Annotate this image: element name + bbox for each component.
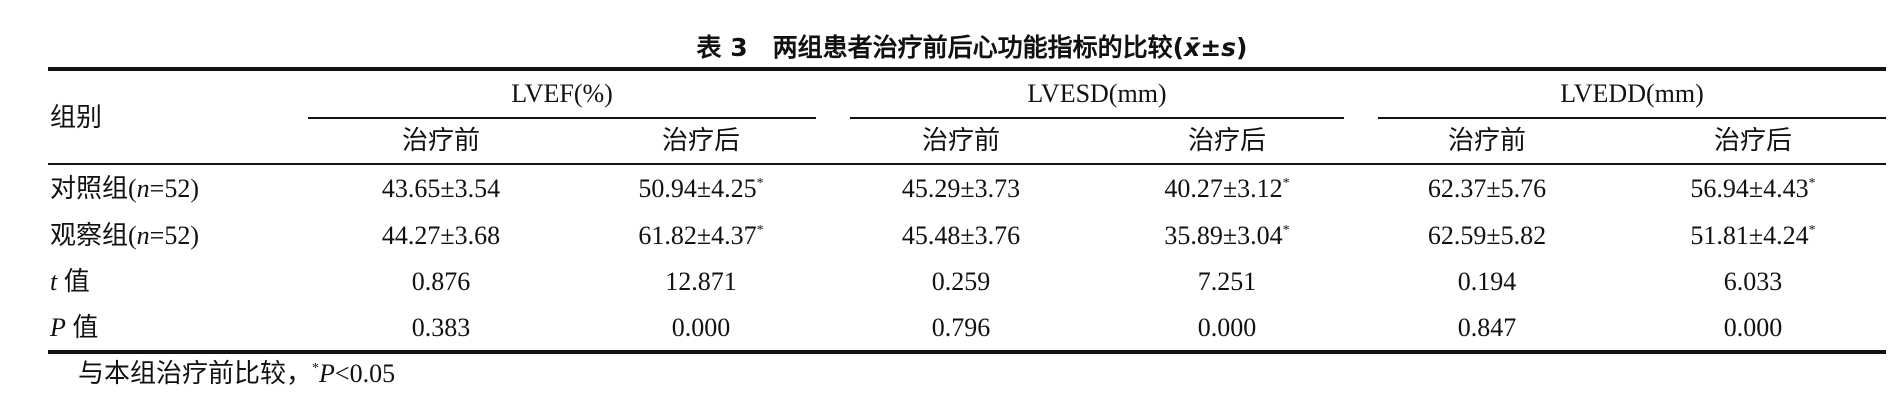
sub-header: 治疗后 — [1187, 126, 1267, 155]
cell-value: 0.000 — [1197, 313, 1257, 342]
cell-value: 0.383 — [411, 313, 471, 342]
cell-note: * — [1282, 176, 1290, 191]
table-cell: 6.033 — [1724, 267, 1783, 297]
cell-value: 51.81±4.24 — [1690, 221, 1809, 250]
text-run: 观察组( — [50, 221, 137, 250]
table-cell: 40.27±3.12* — [1164, 174, 1289, 204]
cell-value: 0.796 — [931, 313, 991, 342]
cell-value: 0.000 — [671, 313, 731, 342]
row-label: t 值 — [50, 267, 90, 297]
header-rule — [48, 163, 1886, 165]
table-cell: 0.194 — [1458, 267, 1517, 297]
cell-note: * — [1808, 223, 1816, 238]
cell-value: 0.847 — [1457, 313, 1517, 342]
table-cell: 62.37±5.76 — [1428, 174, 1546, 204]
text-run: * — [312, 361, 320, 376]
cell-note: * — [1282, 223, 1290, 238]
sub-header: 治疗前 — [1447, 126, 1527, 155]
row-label: 对照组(n=52) — [50, 174, 199, 204]
cell-value: 0.000 — [1723, 313, 1783, 342]
table-cell: 51.81±4.24* — [1690, 221, 1815, 251]
table-cell: 7.251 — [1198, 267, 1257, 297]
text-run: t — [50, 267, 58, 296]
table-cell: 0.259 — [932, 267, 991, 297]
table-cell: 0.876 — [412, 267, 471, 297]
table-cell: 35.89±3.04* — [1164, 221, 1289, 251]
row-label: 观察组(n=52) — [50, 221, 199, 251]
cell-value: 12.871 — [665, 267, 737, 296]
table-cell: 61.82±4.37* — [638, 221, 763, 251]
cell-value: 35.89±3.04 — [1164, 221, 1283, 250]
cell-value: 40.27±3.12 — [1164, 174, 1283, 203]
sub-header: 治疗前 — [401, 126, 481, 155]
top-rule — [48, 67, 1886, 71]
text-run: 与本组治疗前比较， — [78, 359, 313, 388]
cell-value: 62.59±5.82 — [1427, 221, 1547, 250]
cell-note: * — [756, 176, 764, 191]
cell-value: 50.94±4.25 — [638, 174, 757, 203]
text-run: ± — [1200, 33, 1222, 62]
table-cell: 0.383 — [412, 313, 471, 343]
table-cell: 0.796 — [932, 313, 991, 343]
cell-value: 43.65±3.54 — [381, 174, 501, 203]
text-run: P — [50, 313, 66, 342]
group-rule — [850, 117, 1344, 119]
group-header: LVEF(%) — [511, 79, 613, 108]
text-run: P — [319, 359, 335, 388]
table-cell: 62.59±5.82 — [1428, 221, 1546, 251]
cell-value: 56.94±4.43 — [1690, 174, 1809, 203]
group-rule — [1378, 117, 1886, 119]
cell-value: 0.259 — [931, 267, 991, 296]
text-run: =52) — [149, 221, 199, 250]
cell-value: 0.876 — [411, 267, 471, 296]
cell-note: * — [756, 223, 764, 238]
cell-value: 6.033 — [1723, 267, 1783, 296]
text-run: ) — [1236, 33, 1248, 62]
stub-header: 组别 — [50, 103, 103, 132]
table-cell: 0.000 — [1724, 313, 1783, 343]
text-run: n — [136, 174, 150, 203]
table-cell: 45.48±3.76 — [902, 221, 1020, 251]
cell-value: 61.82±4.37 — [638, 221, 757, 250]
bottom-rule — [48, 350, 1886, 354]
cell-value: 45.29±3.73 — [901, 174, 1021, 203]
table-cell: 0.847 — [1458, 313, 1517, 343]
text-run: x̄ — [1184, 33, 1201, 62]
table-cell: 56.94±4.43* — [1690, 174, 1815, 204]
cell-value: 45.48±3.76 — [901, 221, 1021, 250]
cell-value: 44.27±3.68 — [381, 221, 501, 250]
sub-header: 治疗前 — [921, 126, 1001, 155]
cell-note: * — [1808, 176, 1816, 191]
table-cell: 0.000 — [1198, 313, 1257, 343]
table-title: 表 3 两组患者治疗前后心功能指标的比较(x̄±s) — [697, 33, 1248, 63]
table-cell: 43.65±3.54 — [382, 174, 500, 204]
text-run: 值 — [65, 313, 99, 342]
footnote: 与本组治疗前比较，*P<0.05 — [78, 359, 395, 389]
sub-header: 治疗后 — [661, 126, 741, 155]
cell-value: 62.37±5.76 — [1427, 174, 1547, 203]
cell-value: 0.194 — [1457, 267, 1517, 296]
table-cell: 12.871 — [665, 267, 737, 297]
text-run: 值 — [57, 267, 90, 296]
table-cell: 0.000 — [672, 313, 731, 343]
table-cell: 44.27±3.68 — [382, 221, 500, 251]
text-run: <0.05 — [334, 359, 396, 388]
table-cell: 45.29±3.73 — [902, 174, 1020, 204]
row-label: P 值 — [50, 313, 98, 343]
group-header: LVEDD(mm) — [1560, 79, 1704, 108]
sub-header: 治疗后 — [1713, 126, 1793, 155]
group-rule — [308, 117, 816, 119]
text-run: =52) — [149, 174, 199, 203]
text-run: s — [1221, 33, 1237, 62]
cell-value: 7.251 — [1197, 267, 1257, 296]
text-run: n — [136, 221, 150, 250]
table-cell: 50.94±4.25* — [638, 174, 763, 204]
group-header: LVESD(mm) — [1027, 79, 1167, 108]
text-run: 对照组( — [50, 174, 137, 203]
text-run: 表 3 两组患者治疗前后心功能指标的比较( — [696, 33, 1185, 62]
